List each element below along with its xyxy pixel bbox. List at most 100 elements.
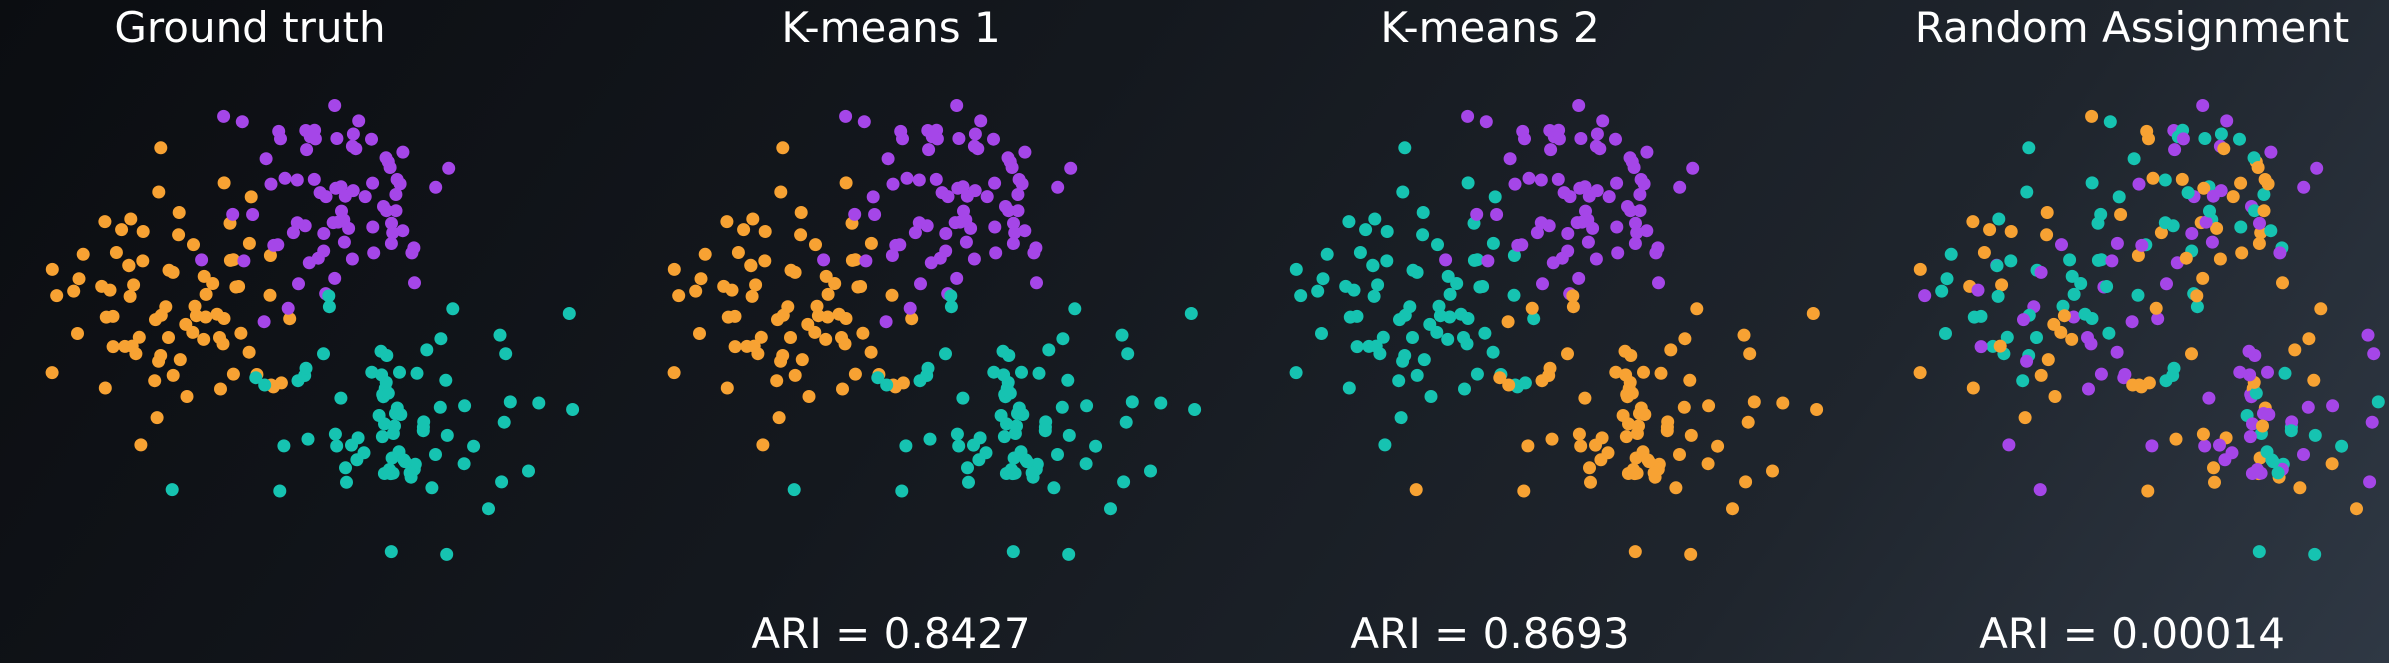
scatter-point (2284, 424, 2298, 438)
scatter-point (2056, 299, 2070, 313)
scatter-point (1018, 145, 1032, 159)
scatter-point (2297, 448, 2310, 461)
scatter-point (532, 396, 546, 410)
scatter-point (728, 340, 742, 354)
scatter-point (1536, 277, 1549, 291)
scatter-point (964, 221, 978, 235)
scatter-point (2054, 325, 2068, 339)
panel-title: K-means 2 (1380, 3, 1599, 52)
scatter-point (2243, 430, 2257, 444)
scatter-point (1516, 124, 1530, 138)
scatter-point (988, 220, 1002, 234)
scatter-point (2264, 224, 2278, 238)
scatter-point (1042, 343, 1056, 357)
scatter-point (1056, 332, 1070, 346)
scatter-point (1392, 374, 1406, 388)
scatter-point (367, 246, 381, 260)
scatter-point (115, 223, 129, 237)
scatter-point (885, 288, 899, 302)
scatter-point (366, 176, 380, 190)
scatter-point (1918, 289, 1932, 303)
scatter-point (771, 313, 784, 327)
scatter-point (989, 246, 1003, 260)
scatter-point (1593, 142, 1607, 156)
scatter-point (328, 99, 342, 112)
scatter-point (71, 327, 84, 340)
scatter-point (2234, 176, 2248, 190)
scatter-point (1015, 177, 1029, 191)
scatter-point (339, 461, 352, 475)
scatter-point (259, 152, 273, 166)
scatter-point (2065, 332, 2079, 346)
scatter-point (1018, 224, 1032, 238)
scatter-point (136, 254, 150, 268)
scatter-point (922, 143, 936, 157)
scatter-point (689, 284, 703, 298)
scatter-point (1038, 424, 1052, 438)
scatter-point (2145, 439, 2159, 453)
scatter-point (1430, 325, 1444, 339)
scatter-point (273, 484, 287, 498)
scatter-point (1027, 246, 1041, 260)
scatter-point (1508, 177, 1522, 191)
scatter-point (2217, 142, 2231, 156)
scatter-point (1047, 481, 1061, 495)
scatter-point (866, 190, 880, 204)
scatter-point (1080, 399, 1094, 413)
scatter-point (2264, 145, 2278, 159)
scatter-point (403, 466, 417, 480)
scatter-point (493, 328, 507, 342)
scatter-point (313, 186, 327, 200)
scatter-point (1470, 367, 1484, 381)
scatter-point (328, 427, 342, 441)
scatter-point (744, 259, 758, 273)
scatter-point (987, 365, 1001, 379)
scatter-point (345, 438, 358, 452)
scatter-point (416, 424, 430, 438)
scatter-point (2055, 238, 2068, 252)
scatter-point (340, 475, 353, 489)
scatter-point (1289, 366, 1303, 380)
scatter-point (2254, 226, 2268, 240)
scatter-point (2017, 313, 2030, 327)
scatter-point (2110, 236, 2124, 250)
scatter-point (1618, 344, 1632, 358)
scatter-point (1702, 399, 1716, 413)
scatter-point (366, 220, 380, 234)
panel-kmeans-2: K-means 2 ARI = 0.8693 (1289, 3, 1824, 658)
scatter-point (375, 430, 389, 444)
scatter-point (2257, 188, 2271, 201)
scatter-point (2074, 277, 2088, 290)
scatter-point (1005, 161, 1019, 174)
scatter-point (1572, 427, 1586, 441)
scatter-point (756, 438, 770, 452)
scatter-point (2154, 226, 2168, 240)
scatter-point (1342, 215, 1356, 229)
scatter-point (2091, 253, 2105, 267)
scatter-point (2190, 300, 2204, 314)
scatter-point (2181, 186, 2195, 200)
scatter-point (242, 345, 256, 359)
scatter-point (234, 326, 248, 340)
scatter-point (1589, 252, 1603, 266)
scatter-point (1637, 365, 1650, 379)
scatter-point (1623, 151, 1637, 165)
scatter-point (346, 127, 360, 141)
scatter-point (384, 545, 398, 559)
scatter-point (1011, 204, 1025, 218)
scatter-point (1530, 226, 1544, 240)
scatter-point (244, 190, 258, 204)
scatter-point (2350, 502, 2363, 516)
scatter-point (2185, 227, 2199, 240)
scatter-point (749, 278, 763, 292)
scatter-point (839, 312, 853, 325)
scatter-point (2278, 366, 2292, 380)
scatter-point (1660, 424, 1674, 438)
scatter-point (848, 207, 862, 221)
scatter-point (2233, 365, 2247, 379)
scatter-point (1572, 99, 1586, 112)
scatter-point (425, 481, 439, 495)
scatter-point (1534, 216, 1548, 230)
scatter-point (1939, 327, 1952, 340)
scatter-point (1368, 212, 1382, 226)
